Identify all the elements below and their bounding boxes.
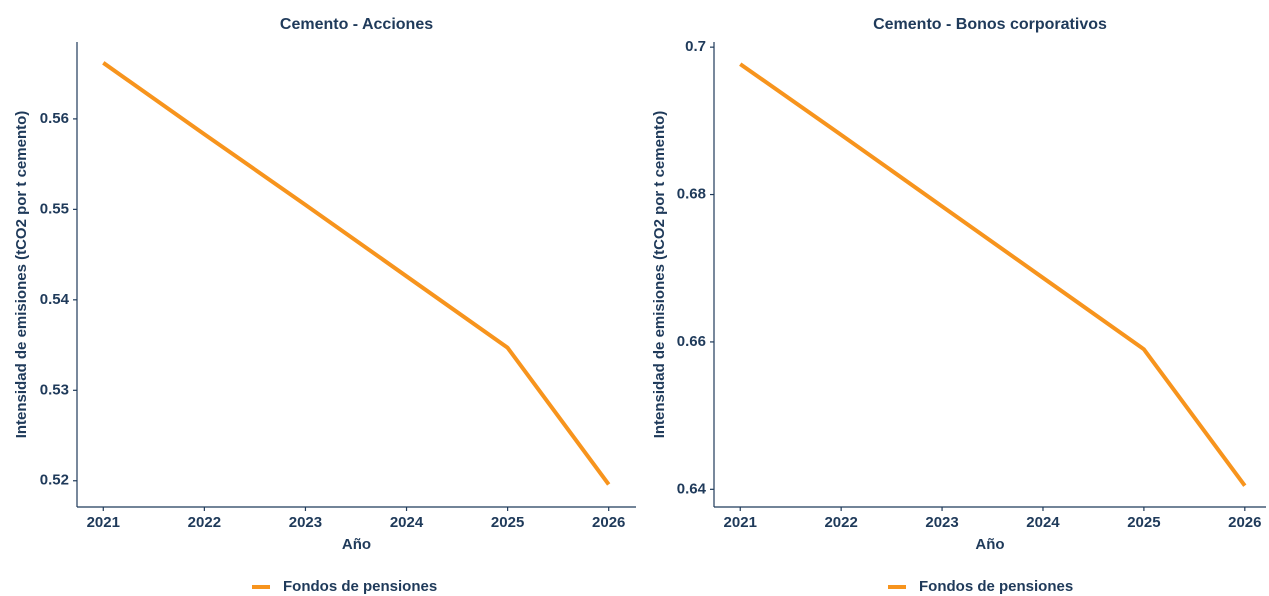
x-tick-label: 2024 (390, 514, 424, 531)
y-axis-label: Intensidad de emisiones (tCO2 por t ceme… (651, 111, 668, 439)
x-axis-label: Año (975, 536, 1004, 553)
legend-label: Fondos de pensiones (283, 578, 437, 595)
y-axis-label: Intensidad de emisiones (tCO2 por t ceme… (13, 111, 30, 439)
x-tick-label: 2021 (87, 514, 120, 531)
y-tick-label: 0.54 (40, 291, 70, 308)
x-tick-label: 2025 (1127, 514, 1160, 531)
x-tick-label: 2022 (824, 514, 857, 531)
legend-label: Fondos de pensiones (919, 578, 1073, 595)
y-tick-label: 0.7 (685, 38, 706, 55)
y-tick-label: 0.52 (40, 472, 69, 489)
y-tick-label: 0.56 (40, 110, 69, 127)
y-tick-label: 0.64 (677, 480, 707, 497)
y-tick-label: 0.68 (677, 186, 706, 203)
x-tick-label: 2026 (1228, 514, 1261, 531)
x-tick-label: 2024 (1026, 514, 1060, 531)
x-tick-label: 2023 (925, 514, 958, 531)
line (102, 61, 611, 486)
x-tick-label: 2022 (188, 514, 221, 531)
y-tick-label: 0.66 (677, 333, 706, 350)
x-tick-label: 2026 (592, 514, 625, 531)
y-tick-label: 0.53 (40, 381, 69, 398)
chart-title: Cemento - Bonos corporativos (873, 16, 1107, 33)
x-axis-label: Año (342, 536, 371, 553)
line (739, 62, 1247, 487)
x-tick-label: 2023 (289, 514, 322, 531)
chart-title: Cemento - Acciones (280, 16, 433, 33)
y-tick-label: 0.55 (40, 200, 69, 217)
x-tick-label: 2021 (724, 514, 757, 531)
x-tick-label: 2025 (491, 514, 524, 531)
